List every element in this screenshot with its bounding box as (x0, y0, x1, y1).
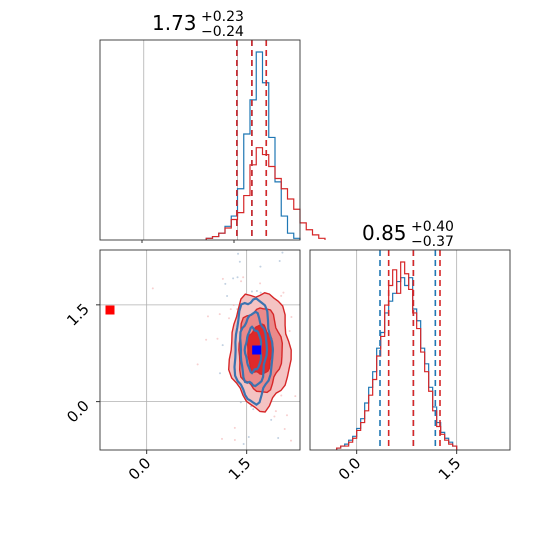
marker-0 (105, 305, 115, 315)
histogram-series-0 (336, 277, 458, 450)
scatter-point (232, 304, 235, 307)
axes-frame-joint (99, 249, 301, 451)
scatter-point (205, 338, 208, 341)
contour-blue-level-0 (233, 297, 275, 407)
x-tick-label-1: 1.5 (435, 454, 465, 484)
scatter-point (278, 259, 281, 262)
title-param-2-minus: −0.37 (411, 234, 454, 250)
title-param-1: 1.73 (152, 11, 197, 35)
panel-marginal-param-2: 0.85 +0.40 −0.37 0.0 1.5 (309, 219, 511, 484)
scatter-point (259, 265, 262, 268)
x-ticks-param-2: 0.0 1.5 (335, 450, 465, 484)
scatter-point (280, 394, 283, 397)
scatter-point (294, 395, 297, 398)
scatter-point (250, 290, 253, 293)
scatter-point (221, 277, 224, 280)
y-tick-label-0: 0.0 (63, 397, 93, 427)
scatter-point (218, 372, 221, 375)
scatter-point (273, 415, 276, 418)
scatter-point (228, 317, 231, 320)
marker-1 (252, 345, 262, 355)
title-param-2-plus: +0.40 (411, 219, 454, 235)
title-param-2-value: 0.85 (362, 221, 407, 245)
scatter-point (238, 260, 241, 263)
grid-param-2 (356, 250, 458, 450)
scatter-point (220, 437, 223, 440)
scatter-point (242, 443, 245, 446)
grid-param-1 (143, 40, 238, 240)
title-param-1-minus: −0.24 (201, 24, 244, 40)
axes-frame-param-1 (99, 39, 301, 241)
scatter-point (221, 344, 224, 347)
scatter-point (247, 436, 250, 439)
contour-blue-level-2 (243, 325, 263, 375)
scatter-point (240, 280, 243, 283)
markers-joint (105, 305, 262, 355)
title-param-2: 0.85 (362, 221, 407, 245)
scatter-point (151, 287, 154, 290)
title-param-1-value: 1.73 (152, 11, 197, 35)
quantile-lines-param-1 (236, 40, 268, 240)
axes-frame-param-2 (309, 249, 511, 451)
scatter-point (288, 330, 291, 333)
x-tick-label-0: 0.0 (335, 454, 365, 484)
x-ticks-joint: 0.0 1.5 (125, 450, 255, 484)
scatter-point (196, 363, 199, 366)
scatter-point (206, 315, 209, 318)
scatter-point (237, 252, 240, 255)
y-tick-label-1: 1.5 (63, 300, 93, 330)
scatter-point (280, 294, 283, 297)
panel-marginal-param-1: 1.73 +0.23 −0.24 (99, 9, 326, 243)
scatter-point (274, 410, 277, 413)
scatter-point (229, 308, 232, 311)
y-ticks-joint: 0.0 1.5 (63, 300, 100, 426)
scatter-point (282, 291, 285, 294)
panel-joint: 0.0 1.5 0.0 1.5 (63, 249, 301, 484)
scatter-point (232, 277, 235, 280)
scatter-point (252, 408, 255, 411)
scatter-point (290, 315, 293, 318)
x-tick-label-1: 1.5 (225, 454, 255, 484)
scatter-point (259, 282, 262, 285)
title-param-1-plus: +0.23 (201, 9, 244, 25)
quantile-lines-param-2 (379, 250, 441, 450)
scatter-point (224, 282, 227, 285)
scatter-point (216, 337, 219, 340)
scatter-point (277, 436, 280, 439)
scatter-point (285, 414, 288, 417)
scatter-point (255, 290, 258, 293)
histograms-param-2 (336, 261, 458, 450)
histogram-series-1 (336, 261, 458, 450)
histogram-series-0 (205, 51, 301, 240)
scatter-point (226, 294, 229, 297)
scatter-point (259, 291, 262, 294)
x-tick-label-0: 0.0 (125, 454, 155, 484)
scatter-point (283, 428, 286, 431)
scatter-point (236, 276, 239, 279)
scatter-point (281, 251, 284, 254)
scatter-point (233, 438, 236, 441)
scatter-point (239, 401, 242, 404)
scatter-point (270, 418, 273, 421)
scatter-point (218, 313, 221, 316)
scatter-point (233, 426, 236, 429)
scatter-point (242, 276, 245, 279)
scatter-point (290, 439, 293, 442)
contour-blue-level-1 (239, 310, 269, 388)
